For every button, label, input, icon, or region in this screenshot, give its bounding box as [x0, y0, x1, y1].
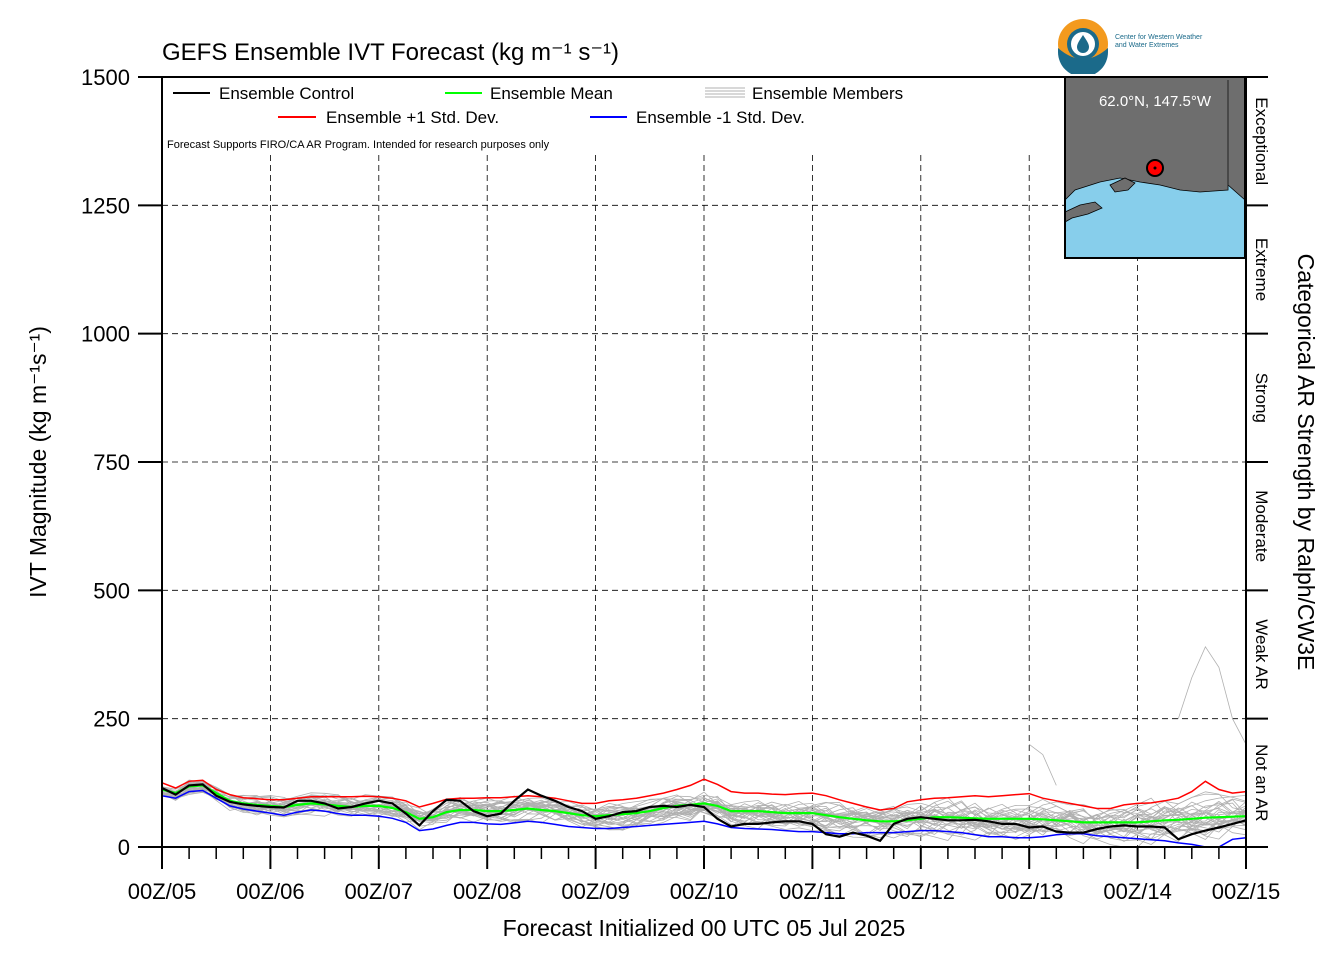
grid-lines	[162, 155, 1246, 847]
category-axis-label: Categorical AR Strength by Ralph/CW3E	[1293, 254, 1319, 671]
category-label: Not an AR	[1252, 744, 1271, 822]
legend-minus-std: Ensemble -1 Std. Dev.	[590, 108, 805, 127]
chart-title: GEFS Ensemble IVT Forecast (kg m⁻¹ s⁻¹)	[162, 39, 619, 66]
legend-control: Ensemble Control	[173, 84, 354, 103]
category-label: Extreme	[1252, 238, 1271, 301]
y-tick-label: 1000	[81, 322, 130, 347]
category-label: Moderate	[1252, 490, 1271, 562]
category-axis: Not an AR Weak AR Moderate Strong Extreme Exc…	[1246, 76, 1271, 848]
logo-text: Center for Western Weather and Water Ext…	[1115, 34, 1203, 49]
x-tick-label: 00Z/08	[453, 879, 522, 904]
disclaimer-note: Forecast Supports FIRO/CA AR Program. In…	[167, 139, 550, 151]
category-label: Exceptional	[1252, 97, 1271, 185]
legend-members: Ensemble Members	[705, 84, 903, 103]
svg-text:Ensemble Mean: Ensemble Mean	[490, 84, 613, 103]
inset-coordinate-label: 62.0°N, 147.5°W	[1099, 93, 1212, 110]
inset-coast	[1109, 177, 1136, 193]
y-axis: 0 250 500 750 1000 1250 1500	[81, 65, 162, 860]
x-axis-label: Forecast Initialized 00 UTC 05 Jul 2025	[503, 915, 906, 941]
x-tick-label: 00Z/05	[128, 879, 197, 904]
member-line	[161, 783, 1247, 845]
inset-map: 62.0°N, 147.5°W	[1064, 76, 1246, 259]
member-line	[1177, 645, 1247, 745]
y-tick-label: 250	[93, 707, 130, 732]
x-tick-label: 00Z/15	[1212, 879, 1281, 904]
y-tick-label: 500	[93, 578, 130, 603]
x-tick-label: 00Z/14	[1103, 879, 1172, 904]
series-line-2	[161, 778, 1247, 811]
x-tick-label: 00Z/07	[345, 879, 414, 904]
member-line	[161, 782, 1247, 835]
x-tick-label: 00Z/12	[887, 879, 956, 904]
x-tick-label: 00Z/09	[561, 879, 630, 904]
svg-text:Ensemble -1 Std. Dev.: Ensemble -1 Std. Dev.	[636, 108, 805, 127]
category-label: Weak AR	[1252, 619, 1271, 690]
x-axis: 00Z/05 00Z/06 00Z/07 00Z/08 00Z/09 00Z/10 00Z/…	[128, 847, 1281, 904]
member-line	[161, 785, 1247, 838]
series-line-0	[161, 783, 1247, 843]
series-line-1	[161, 784, 1247, 824]
member-line	[1028, 743, 1057, 786]
cw3e-logo: Center for Western Weather and Water Ext…	[1057, 18, 1237, 77]
svg-text:Ensemble +1 Std. Dev.: Ensemble +1 Std. Dev.	[326, 108, 499, 127]
inset-island	[1064, 201, 1103, 223]
x-tick-label: 00Z/13	[995, 879, 1064, 904]
category-label: Strong	[1252, 373, 1271, 423]
series-lines	[161, 778, 1247, 848]
y-tick-label: 750	[93, 450, 130, 475]
y-tick-label: 1250	[81, 193, 130, 218]
y-tick-label: 0	[118, 835, 130, 860]
x-tick-label: 00Z/11	[779, 879, 846, 904]
legend: Ensemble Control Ensemble Mean Ensemble …	[165, 80, 955, 155]
x-tick-label: 00Z/06	[236, 879, 305, 904]
y-axis-label: IVT Magnitude (kg m⁻¹s⁻¹)	[25, 326, 51, 598]
series-line-3	[161, 789, 1247, 848]
cw3e-logo-icon	[1058, 19, 1108, 77]
svg-text:Ensemble Members: Ensemble Members	[752, 84, 903, 103]
svg-text:Ensemble Control: Ensemble Control	[219, 84, 354, 103]
legend-plus-std: Ensemble +1 Std. Dev.	[278, 108, 499, 127]
y-tick-label: 1500	[81, 65, 130, 90]
legend-mean: Ensemble Mean	[445, 84, 613, 103]
x-tick-label: 00Z/10	[670, 879, 739, 904]
